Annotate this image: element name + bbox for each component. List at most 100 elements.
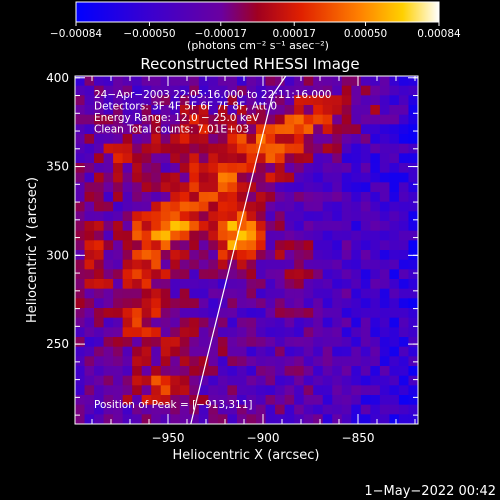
heatmap-cell	[151, 85, 162, 96]
heatmap-cell	[379, 346, 391, 357]
heatmap-cell	[227, 337, 238, 348]
heatmap-cell	[284, 240, 295, 251]
heatmap-cell	[246, 385, 257, 396]
heatmap-cell	[160, 250, 171, 261]
heatmap-cell	[294, 192, 305, 203]
heatmap-cell	[322, 337, 333, 348]
heatmap-cell	[294, 143, 305, 154]
heatmap-cell	[198, 385, 209, 396]
heatmap-cell	[75, 395, 86, 406]
heatmap-cell	[198, 259, 209, 270]
heatmap-cell	[236, 395, 248, 406]
heatmap-cell	[294, 259, 305, 270]
heatmap-cell	[284, 114, 295, 125]
heatmap-cell	[236, 259, 248, 270]
heatmap-cell	[246, 269, 257, 280]
heatmap-cell	[408, 385, 418, 396]
heatmap-cell	[198, 269, 209, 280]
heatmap-cell	[389, 288, 400, 299]
heatmap-cell	[284, 221, 295, 232]
heatmap-cell	[303, 346, 314, 357]
heatmap-cell	[332, 221, 343, 232]
heatmap-cell	[294, 395, 305, 406]
heatmap-cell	[132, 114, 143, 125]
heatmap-cell	[122, 211, 133, 222]
heatmap-cell	[322, 192, 333, 203]
heatmap-cell	[141, 317, 152, 328]
heatmap-cell	[94, 250, 105, 261]
heatmap-cell	[351, 105, 362, 116]
heatmap-cell	[132, 230, 143, 241]
heatmap-cell	[341, 76, 352, 87]
heatmap-cell	[227, 192, 238, 203]
heatmap-cell	[275, 404, 286, 415]
heatmap-cell	[322, 259, 333, 270]
heatmap-cell	[208, 221, 219, 232]
heatmap-cell	[179, 385, 190, 396]
heatmap-cell	[198, 182, 209, 193]
heatmap-cell	[75, 124, 86, 135]
heatmap-cell	[236, 317, 248, 328]
heatmap-cell	[246, 337, 257, 348]
heatmap-cell	[170, 366, 181, 377]
heatmap-cell	[370, 221, 381, 232]
heatmap-cell	[141, 269, 152, 280]
heatmap-cell	[389, 366, 400, 377]
heatmap-cell	[113, 211, 124, 222]
heatmap-cell	[198, 327, 209, 338]
heatmap-cell	[275, 308, 286, 319]
heatmap-cell	[236, 240, 248, 251]
heatmap-cell	[122, 308, 133, 319]
heatmap-cell	[370, 182, 381, 193]
heatmap-cell	[303, 269, 314, 280]
heatmap-cell	[198, 298, 209, 309]
heatmap-cell	[94, 327, 105, 338]
heatmap-cell	[313, 114, 324, 125]
colorbar-ticks: −0.00084 −0.00050 −0.00017 0.00017 0.00050 0.…	[50, 22, 461, 40]
heatmap-cell	[179, 327, 190, 338]
heatmap-cell	[113, 269, 124, 280]
heatmap-cell	[398, 153, 410, 164]
heatmap-cell	[170, 269, 181, 280]
heatmap-cell	[275, 192, 286, 203]
heatmap-cell	[370, 356, 381, 367]
heatmap-cell	[94, 288, 105, 299]
heatmap-cell	[341, 163, 352, 174]
heatmap-cell	[122, 143, 133, 154]
heatmap-cell	[256, 366, 267, 377]
heatmap-cell	[294, 95, 305, 106]
heatmap-cell	[332, 346, 343, 357]
heatmap-cell	[398, 201, 410, 212]
heatmap-cell	[94, 211, 105, 222]
heatmap-cell	[189, 230, 200, 241]
heatmap-cell	[236, 337, 248, 348]
heatmap-cell	[227, 414, 238, 424]
heatmap-cell	[189, 356, 200, 367]
heatmap-cell	[122, 375, 133, 386]
heatmap-cell	[370, 346, 381, 357]
heatmap-cell	[379, 201, 391, 212]
heatmap-cell	[246, 404, 257, 415]
heatmap-cell	[132, 308, 143, 319]
heatmap-cell	[132, 153, 143, 164]
heatmap-cell	[313, 153, 324, 164]
heatmap-cell	[103, 250, 114, 261]
heatmap-cell	[94, 375, 105, 386]
heatmap-cell	[351, 201, 362, 212]
heatmap-cell	[208, 288, 219, 299]
heatmap-cell	[217, 114, 229, 125]
heatmap-cell	[103, 298, 114, 309]
heatmap-cell	[389, 385, 400, 396]
heatmap-cell	[360, 240, 371, 251]
heatmap-cell	[408, 366, 418, 377]
heatmap-cell	[103, 153, 114, 164]
heatmap-cell	[151, 240, 162, 251]
heatmap-cell	[370, 134, 381, 145]
heatmap-cell	[351, 134, 362, 145]
heatmap-cell	[170, 143, 181, 154]
heatmap-cell	[360, 201, 371, 212]
heatmap-cell	[294, 211, 305, 222]
heatmap-cell	[170, 105, 181, 116]
heatmap-cell	[341, 308, 352, 319]
heatmap-cell	[332, 375, 343, 386]
